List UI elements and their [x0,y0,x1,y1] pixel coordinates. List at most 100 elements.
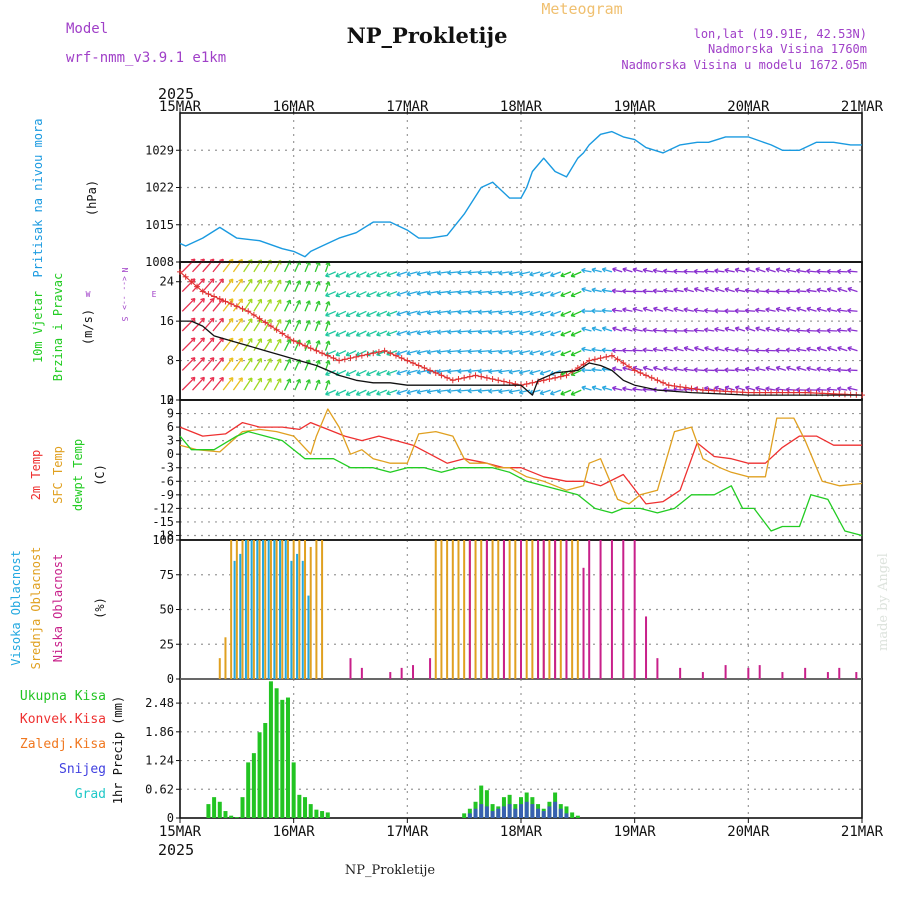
cloud-ylabel-mid: Srednja Oblacnost [29,547,43,670]
wind-arrow-head [540,315,544,316]
cloud-mid-bar [236,540,238,679]
wind-arrow-head [530,275,534,276]
wind-arrow-head [437,273,441,275]
cloud-low-bar [537,540,539,679]
wind-arrow-head [346,277,350,278]
credit-text: made by Angel [876,553,891,651]
wind-arrow-head [336,296,340,297]
precip-total-bar [275,688,279,818]
y-tick-label: 8 [167,354,174,368]
wind-arrow-head [356,296,360,297]
precip-total-bar [269,681,273,818]
wind-arrow-head [191,358,195,359]
y-tick-label: 0 [167,672,174,686]
precip-legend-grad: Grad [75,787,106,802]
wind-arrow-head [367,395,371,396]
precip-legend-snow: Snijeg [59,762,106,777]
x-tick-label-bottom: 20MAR [727,824,770,840]
y-tick-label: 75 [160,568,174,582]
wind-arrow-head [571,296,575,297]
wind-arrow-head [346,395,350,396]
wind-arrow-head [417,373,421,374]
wind-arrow-head [499,352,503,354]
precip-snow-bar [508,804,512,818]
cloud-mid-bar [310,547,312,679]
wind-arrow [213,338,223,351]
cloud-high-bar [273,540,275,679]
wind-arrow-head [561,394,565,395]
x-tick-label-bottom: 15MAR [159,824,202,840]
wind-arrow-head [509,274,513,275]
wind-arrow-head [427,313,431,315]
wind-arrow-head [326,276,330,277]
x-tick-label-bottom: 18MAR [500,824,543,840]
wind-arrow-head [437,392,441,394]
precip-total-bar [252,753,256,818]
wind-arrow-head [326,335,330,336]
wind-arrow-head [509,353,513,354]
wind-arrow-head [519,314,523,315]
wind-arrow-head [540,334,544,335]
x-tick-label-bottom: 19MAR [614,824,657,840]
wind-arrow-head [356,276,360,277]
precip-total-bar [320,811,324,818]
precip-total-bar [280,700,284,818]
precip-ylabel: 1hr Precip (mm) [111,696,125,804]
y-tick-label: 1015 [145,218,174,232]
cloud-high-bar [290,561,292,679]
pressure-ylabel: Pritisak na nivou mora [31,119,45,278]
compass-s: S [120,317,129,322]
compass-w: W [86,290,91,299]
cloud-low-bar [554,540,556,679]
wind-arrow [182,299,195,312]
wind-arrow-head [551,276,555,277]
wind-arrow-head [336,395,340,396]
wind-arrow-head [540,354,544,355]
y-tick-label: 25 [160,637,174,651]
cloud-low-bar [656,658,658,679]
precip-total-bar [570,812,574,818]
precip-snow-bar [474,809,478,818]
x-tick-label-bottom: 21MAR [841,824,884,840]
cloud-mid-bar [571,540,573,679]
wind-arrow-head [540,295,544,296]
wind-arrow-head [387,295,391,296]
wind-arrow-head [326,394,330,395]
compass-e: E [152,290,157,299]
wind-arrow [182,358,195,371]
precip-snow-bar [502,806,506,818]
wind-arrow-head [571,276,575,277]
temp-ylabel-sfc: SFC Temp [51,446,65,504]
cloud-mid-bar [514,540,516,679]
wind-arrow-head [561,316,565,317]
y-tick-label: 50 [160,603,174,617]
wind-arrow [213,318,223,331]
y-tick-label: -15 [152,515,174,529]
compass-n: N [120,268,129,273]
cloud-unit: (%) [93,597,107,619]
precip-snow-bar [547,806,551,818]
wind-arrow-head [397,334,401,335]
y-tick-label: 0 [167,447,174,461]
wind-unit: (m/s) [81,309,95,345]
cloud-low-bar [361,668,363,679]
cloud-mid-bar [492,540,494,679]
model-altitude-text: Nadmorska Visina u modelu 1672.05m [621,58,867,72]
wind-arrow-head [437,293,441,295]
wind-arrow [182,338,195,351]
precip-total-bar [235,817,239,818]
cloud-high-bar [285,540,287,679]
wind-arrow-head [509,372,513,373]
cloud-mid-bar [457,540,459,679]
wind-arrow [223,279,233,291]
precip-total-bar [576,816,580,818]
wind-arrow-head [551,315,555,316]
y-tick-label: 2.48 [145,696,174,710]
wind-arrow-head [387,394,391,395]
wind-arrow-head [191,338,195,339]
precip-snow-bar [479,804,483,818]
cloud-low-bar [747,668,749,679]
wind-arrow-head [499,293,503,295]
wind-arrow-head [191,299,195,300]
wind-arrow-head [519,334,523,335]
